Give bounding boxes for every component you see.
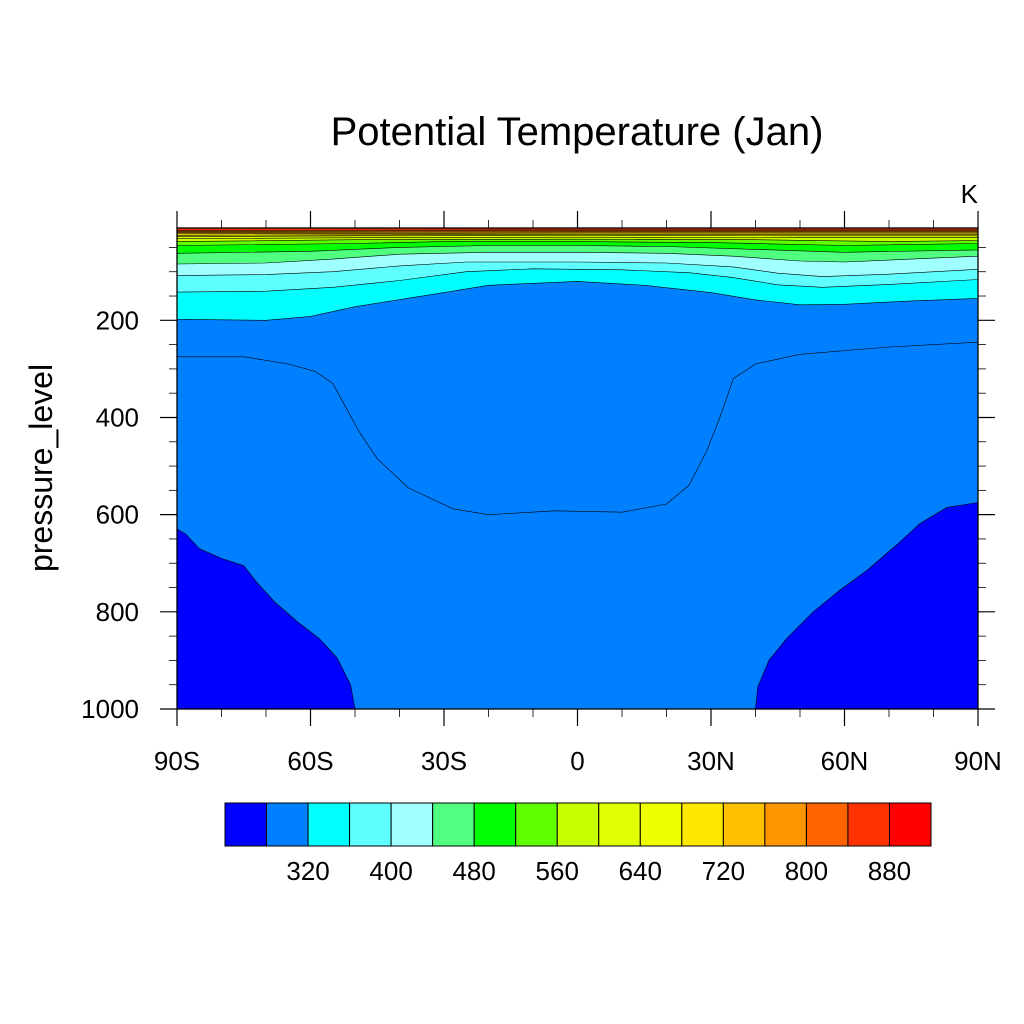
colorbar-swatch <box>515 802 558 847</box>
colorbar-label: 880 <box>868 856 911 886</box>
contour-band-lt280 <box>177 528 356 709</box>
y-tick-label: 200 <box>96 305 139 335</box>
x-tick-label: 60N <box>821 746 869 776</box>
y-axis: 200 400 600 800 1000 <box>81 247 995 724</box>
colorbar-swatch <box>349 802 392 847</box>
colorbar-swatch <box>681 802 724 847</box>
colorbar-swatch <box>764 802 807 847</box>
colorbar-swatch <box>805 802 849 847</box>
colorbar-swatch <box>307 802 351 847</box>
colorbar-swatch <box>390 802 434 847</box>
colorbar-swatch <box>598 802 641 847</box>
colorbar-label: 720 <box>702 856 745 886</box>
x-tick-label: 30N <box>687 746 735 776</box>
colorbar-swatch <box>473 802 517 847</box>
colorbar-label: 480 <box>452 856 495 886</box>
colorbar-swatch <box>639 802 683 847</box>
contour-fill-area <box>177 228 978 709</box>
x-tick-label: 60S <box>287 746 333 776</box>
colorbar: 320 400 480 560 640 720 800 880 <box>224 802 932 886</box>
colorbar-swatch <box>432 802 475 847</box>
colorbar-swatch <box>224 802 268 847</box>
x-axis: 90S 60S 30S 0 30N 60N 90N <box>154 211 1002 776</box>
x-tick-label: 90S <box>154 746 200 776</box>
colorbar-label: 320 <box>286 856 329 886</box>
colorbar-swatch <box>556 802 600 847</box>
units-label: K <box>961 179 979 209</box>
colorbar-swatch <box>847 802 890 847</box>
y-tick-label: 600 <box>96 500 139 530</box>
colorbar-label: 800 <box>785 856 828 886</box>
colorbar-label: 640 <box>619 856 662 886</box>
y-tick-label: 1000 <box>81 694 139 724</box>
x-tick-label: 90N <box>954 746 1002 776</box>
colorbar-label: 400 <box>369 856 412 886</box>
colorbar-label: 560 <box>536 856 579 886</box>
chart-title: Potential Temperature (Jan) <box>331 110 824 154</box>
contour-band-lt280 <box>755 502 978 709</box>
colorbar-swatch <box>266 802 309 847</box>
x-tick-label: 0 <box>570 746 584 776</box>
y-tick-label: 800 <box>96 597 139 627</box>
colorbar-swatch <box>888 802 932 847</box>
contour-band-280-320 <box>177 341 978 709</box>
y-axis-label: pressure_level <box>23 364 59 572</box>
x-tick-label: 30S <box>421 746 467 776</box>
y-tick-label: 400 <box>96 402 139 432</box>
colorbar-swatch <box>722 802 766 847</box>
